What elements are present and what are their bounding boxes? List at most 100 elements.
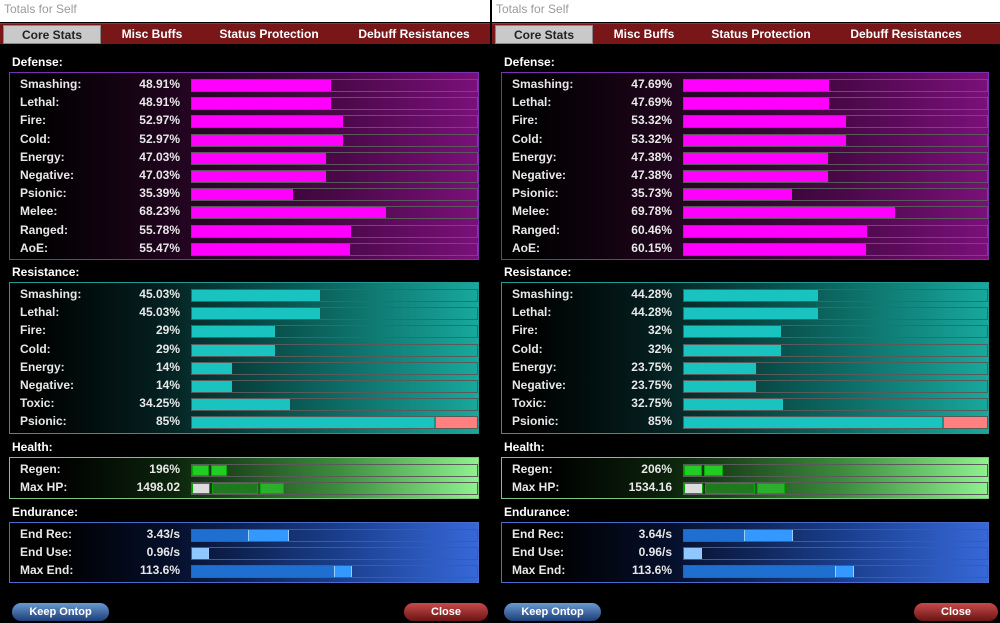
endurance-value: 3.43/s: [146, 527, 180, 541]
tab-status-protection[interactable]: Status Protection: [219, 27, 319, 41]
health-value: 1534.16: [628, 480, 672, 495]
resistance-row: Negative: 14%: [10, 377, 478, 395]
defense-value: 47.03%: [139, 149, 180, 164]
health-label: Max HP:: [20, 480, 68, 495]
section-health-heading: Health:: [504, 440, 545, 454]
resistance-row: Cold: 32%: [502, 341, 988, 359]
health-row: Max HP: 1498.02: [10, 479, 478, 497]
resistance-bar: [191, 307, 478, 321]
keep-ontop-button[interactable]: Keep Ontop: [12, 603, 109, 621]
defense-value: 47.38%: [631, 149, 672, 164]
defense-label: Melee:: [512, 204, 550, 219]
totals-window-left: Totals for Self Core Stats Misc Buffs Statu…: [0, 0, 490, 623]
tab-misc-buffs[interactable]: Misc Buffs: [121, 27, 183, 41]
defense-bar: [683, 206, 988, 220]
resistance-bar-fill: [684, 344, 781, 356]
health-bar-segment: [684, 483, 704, 495]
section-health-panel: Regen: 206% Max HP: 1534.16: [501, 457, 989, 500]
defense-bar: [683, 133, 988, 147]
resistance-row: Toxic: 34.25%: [10, 395, 478, 413]
defense-label: Smashing:: [512, 77, 574, 91]
totals-window-right: Totals for Self Core Stats Misc Buffs Statu…: [492, 0, 1000, 623]
defense-bar: [191, 224, 478, 238]
resistance-label: Cold:: [20, 341, 51, 356]
defense-row: Psionic: 35.39%: [10, 185, 478, 203]
window-title[interactable]: Totals for Self: [0, 0, 490, 22]
defense-bar: [683, 242, 988, 256]
resistance-label: Negative:: [512, 378, 567, 392]
tab-bar: Core Stats Misc Buffs Status Protection Deb…: [0, 23, 490, 44]
tab-core-stats[interactable]: Core Stats: [495, 25, 593, 44]
defense-bar: [191, 97, 478, 111]
defense-label: Lethal:: [20, 95, 60, 110]
resistance-value: 14%: [155, 378, 180, 392]
section-health-panel: Regen: 196% Max HP: 1498.02: [9, 457, 479, 500]
defense-row: Melee: 68.23%: [10, 203, 478, 221]
resistance-label: Lethal:: [20, 305, 60, 320]
close-button[interactable]: Close: [404, 603, 488, 621]
resistance-label: Smashing:: [512, 287, 574, 301]
defense-label: Psionic:: [512, 186, 559, 201]
defense-bar: [191, 170, 478, 183]
health-value: 1498.02: [136, 480, 180, 495]
tab-bar: Core Stats Misc Buffs Status Protection Deb…: [492, 23, 1000, 44]
defense-bar-fill: [684, 243, 867, 255]
endurance-label: End Rec:: [20, 527, 73, 541]
defense-value: 48.91%: [139, 77, 180, 91]
tab-status-protection[interactable]: Status Protection: [711, 27, 811, 41]
defense-bar-fill: [192, 134, 343, 146]
health-value: 196%: [149, 462, 180, 476]
endurance-row: Max End: 113.6%: [10, 562, 478, 580]
resistance-bar-fill: [684, 290, 819, 301]
defense-row: Negative: 47.03%: [10, 167, 478, 185]
health-label: Regen:: [512, 462, 553, 476]
keep-ontop-button[interactable]: Keep Ontop: [504, 603, 601, 621]
resistance-bar-fill: [192, 417, 435, 429]
section-resistance-panel: Smashing: 45.03% Lethal: 45.03% Fire: 29% Cold…: [9, 282, 479, 434]
defense-value: 69.78%: [631, 204, 672, 219]
tab-debuff-resistances[interactable]: Debuff Resistances: [850, 27, 962, 41]
endurance-row: End Use: 0.96/s: [502, 544, 988, 562]
defense-row: Fire: 53.32%: [502, 112, 988, 130]
defense-bar: [191, 188, 478, 202]
resistance-bar-fill: [684, 326, 781, 338]
defense-bar: [191, 206, 478, 220]
defense-value: 68.23%: [139, 204, 180, 219]
health-bar: [191, 464, 478, 477]
resistance-value: 23.75%: [631, 378, 672, 392]
health-bar-segment: [705, 483, 755, 495]
health-bar-segment: [210, 465, 228, 476]
health-bar-segment: [211, 483, 259, 495]
tab-core-stats[interactable]: Core Stats: [3, 25, 101, 44]
defense-row: Ranged: 60.46%: [502, 222, 988, 240]
resistance-bar: [191, 325, 478, 339]
resistance-bar: [191, 289, 478, 302]
health-row: Max HP: 1534.16: [502, 479, 988, 497]
tab-misc-buffs[interactable]: Misc Buffs: [613, 27, 675, 41]
resistance-value: 29%: [155, 323, 180, 338]
health-bar: [683, 464, 988, 477]
resistance-bar: [683, 307, 988, 321]
health-bar-segment: [684, 465, 702, 476]
defense-bar-fill: [192, 189, 293, 201]
endurance-bar-segment: [744, 530, 794, 541]
endurance-bar: [191, 547, 478, 561]
tab-debuff-resistances[interactable]: Debuff Resistances: [358, 27, 470, 41]
defense-bar: [683, 151, 988, 165]
resistance-value: 32.75%: [631, 396, 672, 411]
defense-label: Psionic:: [20, 186, 67, 201]
defense-row: Smashing: 48.91%: [10, 76, 478, 94]
health-bar-segment: [260, 483, 285, 495]
close-button[interactable]: Close: [914, 603, 998, 621]
endurance-bar: [191, 529, 478, 542]
defense-bar-fill: [684, 98, 829, 110]
resistance-label: Toxic:: [20, 396, 55, 411]
defense-label: Energy:: [20, 149, 65, 164]
defense-bar-fill: [684, 134, 846, 146]
defense-row: Lethal: 47.69%: [502, 94, 988, 112]
resistance-row: Cold: 29%: [10, 341, 478, 359]
resistance-bar-fill: [192, 362, 232, 374]
defense-row: AoE: 60.15%: [502, 240, 988, 258]
defense-bar: [191, 242, 478, 256]
window-title[interactable]: Totals for Self: [492, 0, 1000, 22]
